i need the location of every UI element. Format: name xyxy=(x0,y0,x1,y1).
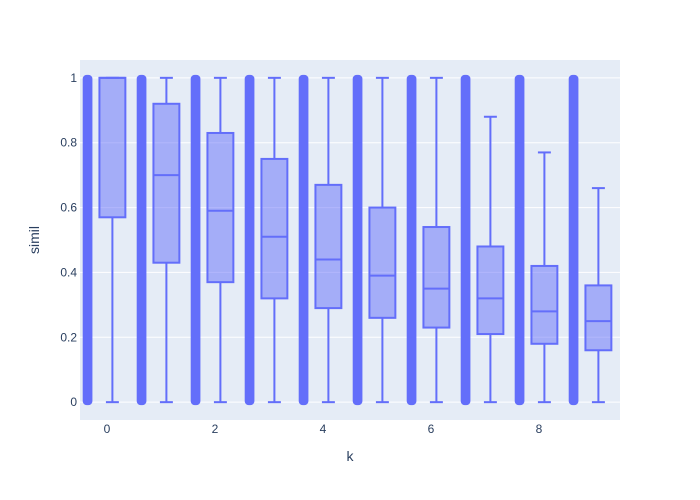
y-tick-label: 0.8 xyxy=(60,136,77,150)
box-iqr xyxy=(584,284,613,352)
y-axis-title: simil xyxy=(26,226,42,254)
box-iqr xyxy=(260,157,289,300)
box-group xyxy=(568,74,613,406)
box-group xyxy=(244,74,289,406)
points-strip xyxy=(460,74,471,406)
box-group xyxy=(298,74,343,406)
box-iqr xyxy=(98,76,127,219)
box-group xyxy=(82,74,127,406)
x-tick-label: 0 xyxy=(104,422,111,436)
y-tick-label: 1 xyxy=(70,71,77,85)
x-tick-label: 4 xyxy=(320,422,327,436)
points-strip xyxy=(244,74,255,406)
y-tick-label: 0 xyxy=(70,395,77,409)
y-tick-label: 0.6 xyxy=(60,201,77,215)
points-strip xyxy=(82,74,93,406)
box-group xyxy=(514,74,559,406)
box-group xyxy=(406,74,451,406)
points-strip xyxy=(568,74,579,406)
points-strip xyxy=(352,74,363,406)
x-axis-title: k xyxy=(347,448,355,464)
points-strip xyxy=(298,74,309,406)
box-iqr xyxy=(206,131,235,284)
x-tick-label: 6 xyxy=(428,422,435,436)
x-tick-labels: 0 2 4 6 8 xyxy=(104,422,543,436)
box-iqr xyxy=(152,102,181,264)
box-iqr xyxy=(314,183,343,310)
points-strip xyxy=(514,74,525,406)
boxes-layer xyxy=(82,74,613,406)
y-tick-label: 0.2 xyxy=(60,330,77,344)
points-strip xyxy=(406,74,417,406)
box-group xyxy=(190,74,235,406)
box-iqr xyxy=(368,206,397,319)
box-group xyxy=(136,74,181,406)
box-iqr xyxy=(422,226,451,329)
box-group xyxy=(352,74,397,406)
points-strip xyxy=(136,74,147,406)
x-tick-label: 2 xyxy=(212,422,219,436)
x-tick-label: 8 xyxy=(536,422,543,436)
y-tick-label: 0.4 xyxy=(60,265,77,279)
box-group xyxy=(460,74,505,406)
points-strip xyxy=(190,74,201,406)
y-tick-labels: 0 0.2 0.4 0.6 0.8 1 xyxy=(60,71,77,409)
box-iqr xyxy=(476,245,505,336)
box-iqr xyxy=(530,264,559,345)
